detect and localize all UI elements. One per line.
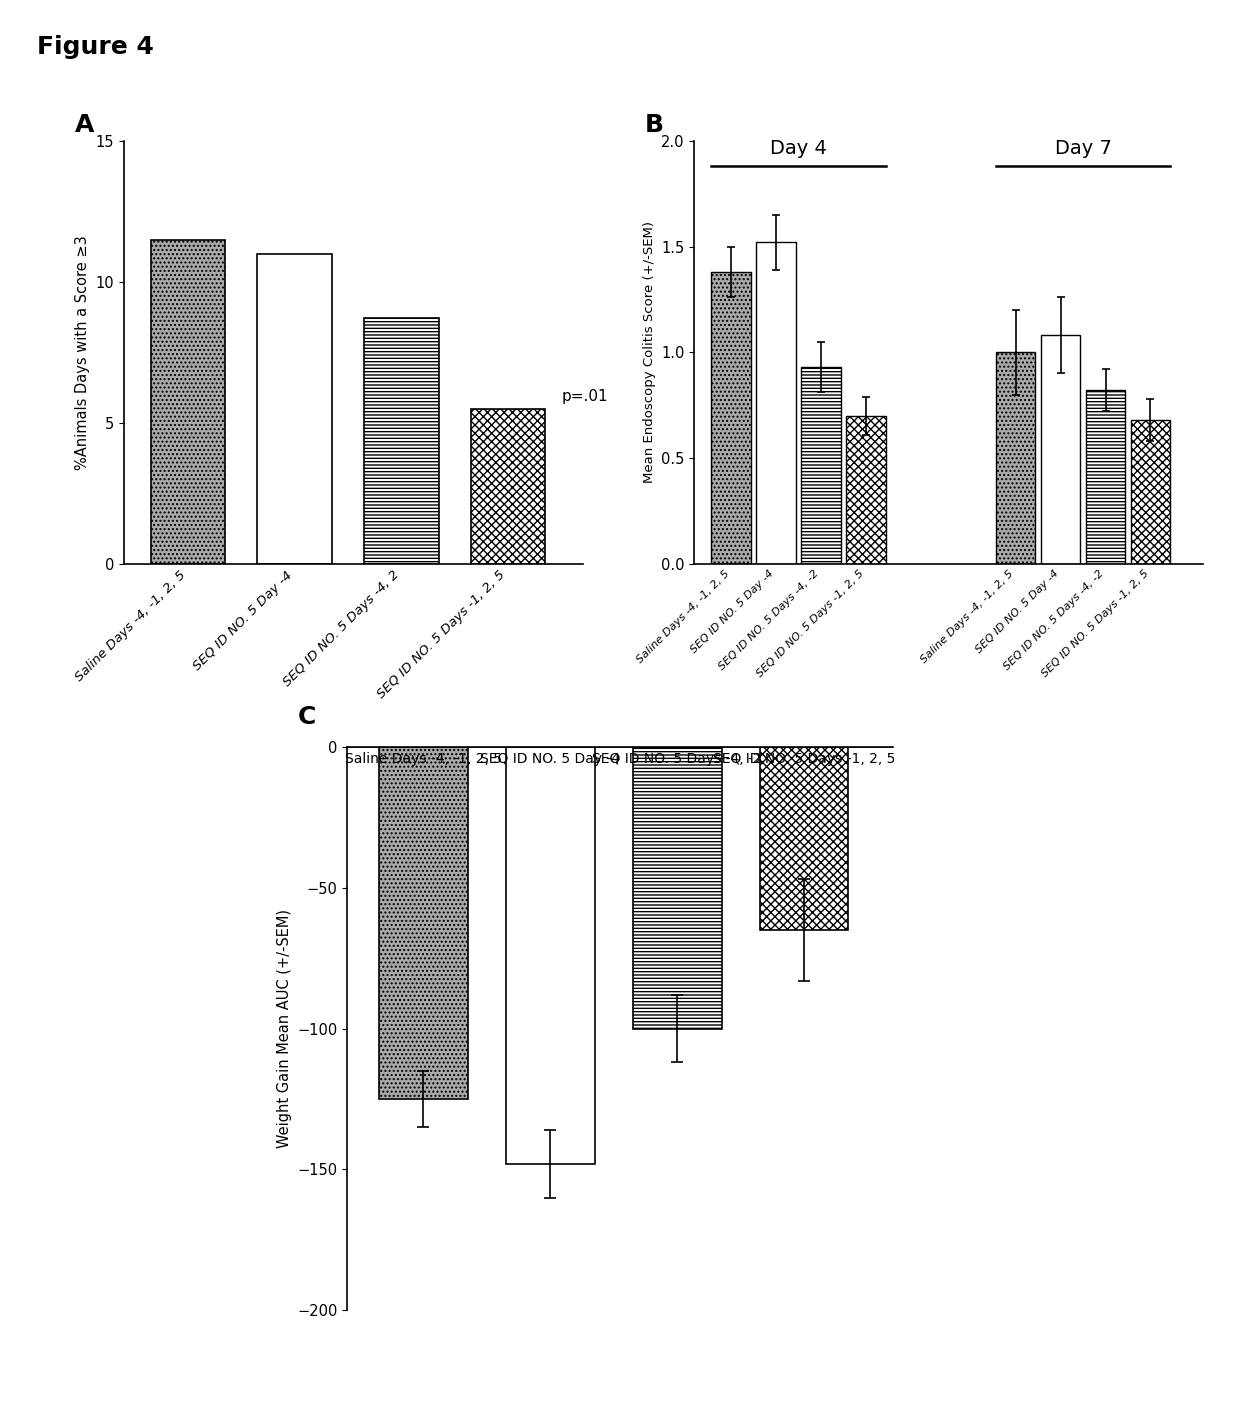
Text: Day 4: Day 4 [770,139,827,158]
Bar [1086,390,1126,564]
Bar [632,747,722,1029]
Bar [151,240,226,564]
Bar [846,416,885,564]
Text: B: B [645,113,663,137]
Text: p=.01: p=.01 [562,389,608,404]
Text: A: A [74,113,94,137]
Bar [756,242,796,564]
Y-axis label: %Animals Days with a Score ≥3: %Animals Days with a Score ≥3 [76,235,91,469]
Bar [1131,420,1171,564]
Bar [711,272,751,564]
Bar [471,409,546,564]
Text: Day 7: Day 7 [1054,139,1111,158]
Y-axis label: Mean Endoscopy Colitis Score (+/-SEM): Mean Endoscopy Colitis Score (+/-SEM) [642,221,656,483]
Bar [760,747,848,930]
Bar [996,352,1035,564]
Y-axis label: Weight Gain Mean AUC (+/-SEM): Weight Gain Mean AUC (+/-SEM) [277,909,291,1148]
Bar [379,747,467,1099]
Bar [506,747,595,1164]
Text: C: C [298,704,316,728]
Bar [365,318,439,564]
Bar [258,254,332,564]
Bar [801,366,841,564]
Bar [1040,335,1080,564]
Text: Figure 4: Figure 4 [37,35,154,59]
